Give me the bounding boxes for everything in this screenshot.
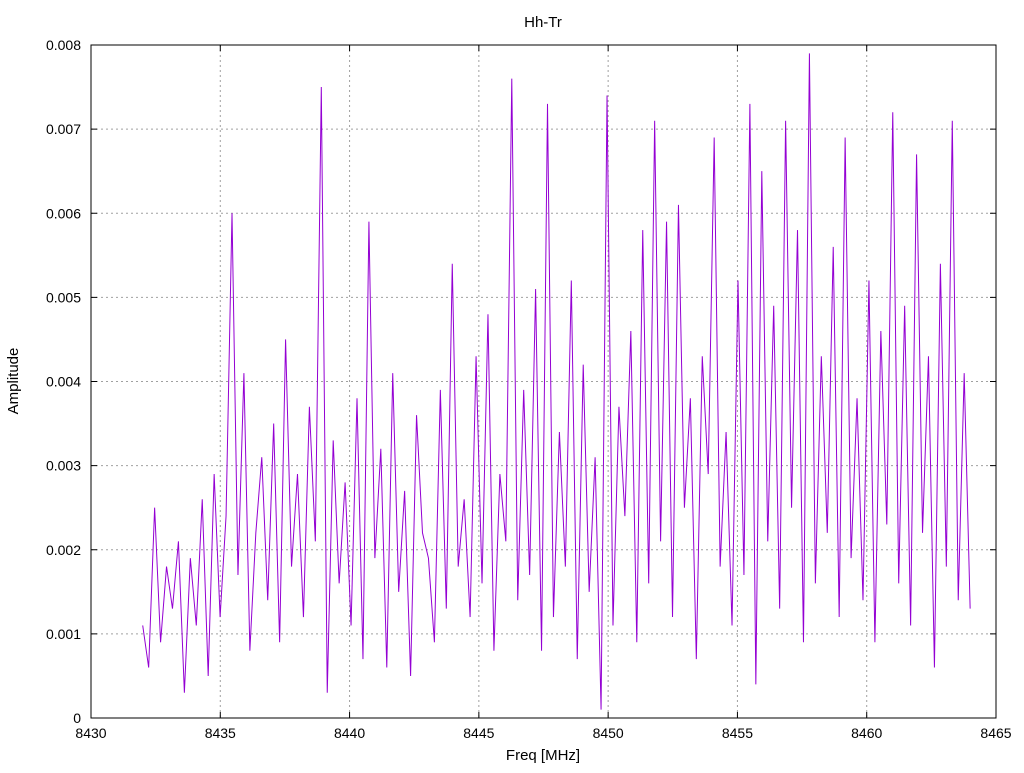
axis-ticks [90, 44, 997, 719]
y-tick-label: 0.007 [46, 121, 81, 137]
y-tick-label: 0.002 [46, 542, 81, 558]
series-line-0 [142, 53, 971, 710]
x-tick-label: 8455 [722, 725, 753, 741]
x-tick-label: 8465 [980, 725, 1011, 741]
x-tick-label: 8450 [593, 725, 624, 741]
y-tick-label: 0.005 [46, 289, 81, 305]
tick-labels: 8430 8435 8440 8445 8450 8455 8460 8465 0 0.001 0.… [46, 37, 1012, 741]
series-layer [142, 53, 971, 710]
x-tick-label: 8440 [334, 725, 365, 741]
y-tick-label: 0.003 [46, 458, 81, 474]
x-axis-title: Freq [MHz] [506, 747, 580, 764]
chart-title: Hh-Tr [524, 14, 562, 31]
y-tick-label: 0.004 [46, 374, 81, 390]
y-axis-title: Amplitude [5, 348, 22, 415]
x-tick-label: 8435 [205, 725, 236, 741]
y-tick-label: 0.006 [46, 205, 81, 221]
y-tick-label: 0.008 [46, 37, 81, 53]
y-tick-label: 0 [73, 710, 81, 726]
y-tick-label: 0.001 [46, 626, 81, 642]
x-tick-label: 8460 [851, 725, 882, 741]
grid-lines [91, 45, 996, 718]
x-tick-label: 8445 [463, 725, 494, 741]
x-tick-label: 8430 [75, 725, 106, 741]
